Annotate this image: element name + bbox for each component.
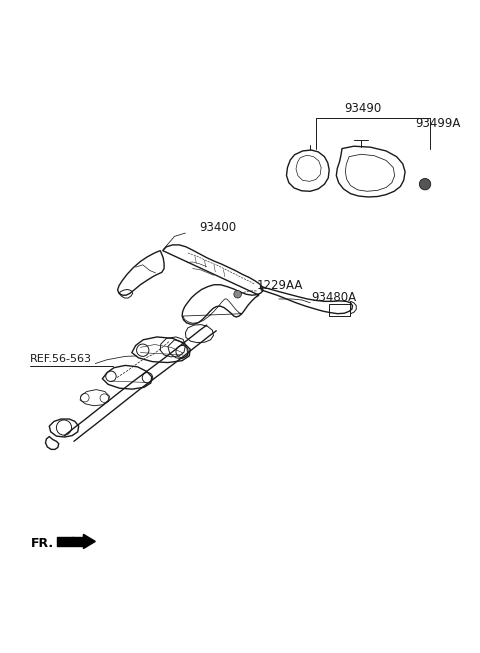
- Text: FR.: FR.: [31, 537, 54, 550]
- Polygon shape: [84, 534, 96, 549]
- Text: 93480A: 93480A: [311, 291, 356, 304]
- Text: 93490: 93490: [345, 103, 382, 116]
- Text: 1229AA: 1229AA: [257, 279, 303, 292]
- Text: REF.56-563: REF.56-563: [30, 355, 92, 364]
- Text: 93499A: 93499A: [416, 117, 461, 129]
- Circle shape: [420, 178, 431, 190]
- Circle shape: [234, 291, 241, 298]
- Text: 93400: 93400: [200, 221, 237, 234]
